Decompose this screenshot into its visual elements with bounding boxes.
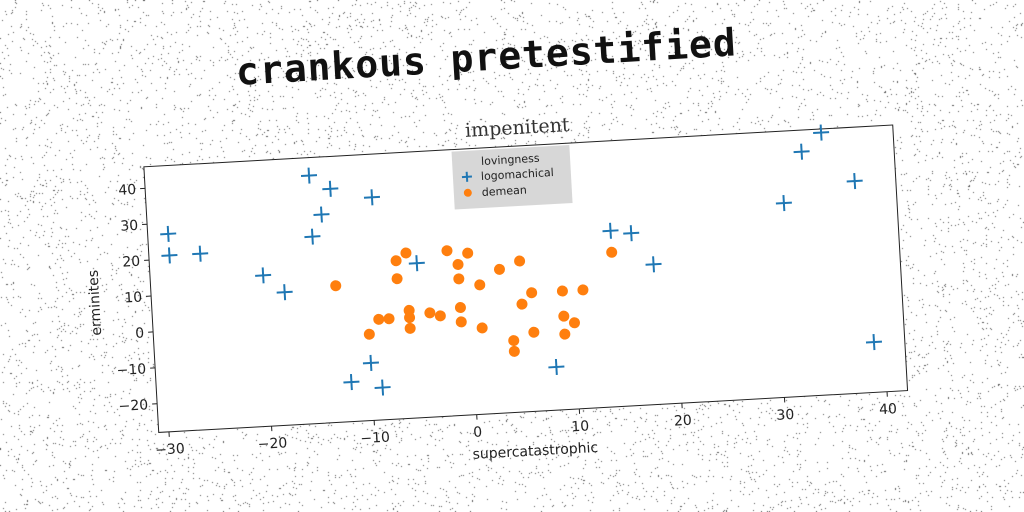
data-point-circle [556, 285, 568, 297]
data-point-circle [404, 322, 416, 334]
data-point-circle [559, 328, 571, 340]
chart-container: impenitent supercatastrophic erminites −… [71, 73, 951, 500]
data-point-plus [408, 255, 425, 272]
data-point-circle [516, 298, 528, 310]
data-point-circle [454, 302, 466, 314]
data-point-circle [330, 280, 342, 292]
data-point-circle [424, 307, 436, 319]
data-point-plus [602, 222, 619, 239]
y-tick-label: 10 [124, 290, 143, 307]
x-tick-label: 40 [879, 401, 898, 418]
data-point-circle [508, 335, 520, 347]
data-point-plus [313, 206, 330, 223]
data-point-circle [476, 322, 488, 334]
data-point-circle [577, 284, 589, 296]
data-point-plus [300, 167, 318, 184]
data-point-circle [400, 247, 412, 259]
y-axis-ticks: −20 −10 0 10 20 30 40 [116, 182, 158, 415]
data-point-plus [304, 228, 321, 245]
data-point-plus [322, 180, 339, 197]
data-point-circle [434, 310, 446, 322]
data-point-circle [452, 258, 464, 270]
data-marks [160, 124, 883, 396]
data-point-circle [526, 287, 538, 299]
data-point-circle [528, 326, 540, 338]
x-tick-label: 0 [473, 424, 483, 440]
data-point-plus [374, 379, 391, 396]
data-point-circle [373, 313, 385, 325]
legend-marker-plus [461, 171, 472, 182]
data-point-circle [390, 255, 402, 267]
y-tick-label: 30 [120, 218, 139, 235]
plot-area [143, 124, 909, 433]
data-point-plus [645, 256, 662, 273]
data-point-circle [568, 317, 580, 329]
data-point-circle [383, 313, 395, 325]
data-point-plus [160, 225, 177, 242]
data-point-circle [474, 279, 486, 291]
scatter-chart: impenitent supercatastrophic erminites −… [86, 114, 909, 463]
data-point-circle [606, 246, 618, 258]
data-point-plus [846, 173, 863, 190]
data-point-plus [362, 354, 379, 372]
legend-entry-label: logomachical [481, 166, 554, 183]
x-tick-label: 10 [571, 418, 590, 435]
y-tick-label: 0 [135, 325, 145, 341]
data-point-plus [255, 267, 272, 284]
data-point-circle [508, 345, 520, 357]
x-axis-ticks: −30 −20 −10 0 10 20 30 40 [155, 391, 898, 459]
x-tick-label: 20 [674, 413, 693, 430]
data-point-circle [453, 273, 465, 285]
y-tick-label: −10 [116, 361, 146, 379]
legend-box [451, 145, 573, 210]
data-point-plus [192, 245, 209, 262]
x-tick-label: −10 [360, 430, 390, 448]
data-point-plus [548, 358, 565, 376]
data-point-plus [813, 124, 830, 141]
y-tick-label: −20 [118, 397, 148, 415]
data-point-plus [343, 374, 360, 391]
y-tick-label: 40 [118, 182, 137, 199]
data-point-circle [558, 310, 570, 322]
legend-title: lovingness [481, 152, 540, 168]
data-point-circle [404, 312, 416, 324]
x-tick-label: −30 [155, 441, 185, 459]
data-point-circle [391, 273, 403, 285]
y-axis-label: erminites [86, 269, 106, 336]
data-point-circle [363, 328, 375, 340]
data-point-plus [276, 284, 293, 301]
data-point-circle [514, 255, 526, 267]
legend-marker-circle [463, 188, 472, 197]
data-point-plus [161, 247, 178, 264]
data-point-plus [865, 333, 883, 351]
legend-entry-label: demean [481, 184, 527, 199]
data-point-plus [793, 143, 810, 160]
data-point-circle [455, 316, 467, 328]
data-point-circle [493, 263, 505, 275]
data-point-plus [623, 225, 640, 242]
y-tick-label: 20 [122, 254, 141, 271]
data-point-plus [775, 195, 792, 212]
x-tick-label: 30 [776, 407, 795, 424]
data-point-circle [462, 247, 474, 259]
data-point-circle [441, 245, 453, 257]
chart-title: impenitent [464, 114, 570, 142]
data-point-plus [363, 189, 381, 206]
x-tick-label: −20 [257, 435, 287, 453]
x-axis-label: supercatastrophic [472, 440, 598, 463]
